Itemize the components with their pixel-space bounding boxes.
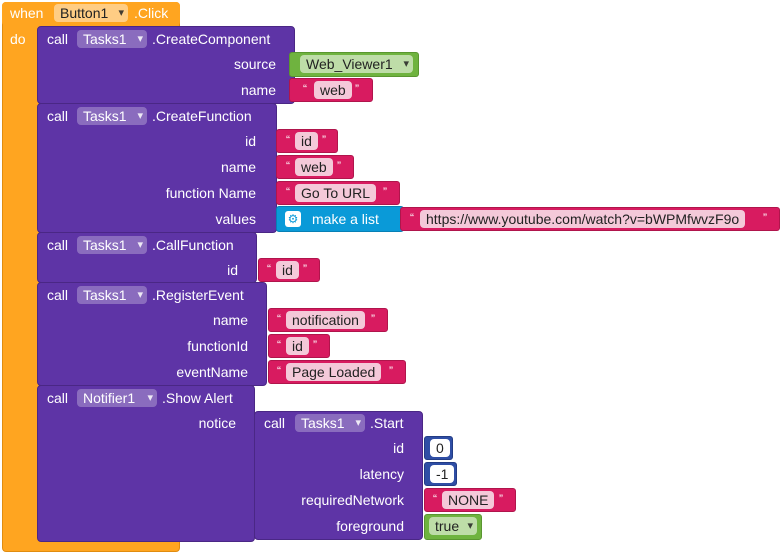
function-id-label: functionId [187, 338, 248, 354]
call-label: call [264, 415, 286, 431]
tasks1-dropdown[interactable]: Tasks1 [295, 414, 365, 432]
id-label: id [245, 133, 256, 149]
call-label: call [47, 108, 69, 124]
create-function-method: .CreateFunction [152, 108, 252, 124]
required-network-label: requiredNetwork [301, 492, 404, 508]
id-number-value[interactable]: 0 [430, 439, 450, 457]
button1-dropdown[interactable]: Button1 [54, 4, 128, 22]
call-label: call [47, 287, 69, 303]
quote-close: ” [337, 159, 341, 173]
quote-close: ” [313, 338, 317, 352]
when-label: when [10, 5, 44, 21]
go-to-url-text-value[interactable]: Go To URL [295, 184, 376, 202]
name-label: name [220, 159, 256, 175]
quote-open: “ [277, 338, 281, 352]
quote-close: ” [303, 262, 307, 276]
quote-open: “ [410, 211, 414, 225]
quote-close: ” [355, 82, 359, 96]
call-label: call [47, 390, 69, 406]
tasks1-dropdown[interactable]: Tasks1 [77, 236, 147, 254]
create-component-method: .CreateComponent [152, 31, 271, 47]
show-alert-method: .Show Alert [162, 390, 233, 406]
call-function-block[interactable] [37, 232, 257, 283]
notification-text-value[interactable]: notification [286, 311, 365, 329]
latency-label: latency [359, 466, 404, 482]
register-event-block[interactable] [37, 282, 267, 386]
quote-close: ” [499, 492, 503, 506]
notifier1-dropdown[interactable]: Notifier1 [77, 389, 157, 407]
function-id-text-value[interactable]: id [286, 337, 309, 355]
start-block[interactable] [254, 411, 423, 540]
tasks1-dropdown[interactable]: Tasks1 [77, 30, 147, 48]
quote-close: ” [763, 211, 767, 225]
notice-label: notice [198, 415, 236, 431]
network-text-value[interactable]: NONE [442, 491, 495, 509]
source-label: source [233, 56, 276, 72]
register-event-method: .RegisterEvent [152, 287, 244, 303]
page-loaded-text-value[interactable]: Page Loaded [286, 363, 382, 381]
foreground-label: foreground [336, 518, 404, 534]
call-function-method: .CallFunction [152, 237, 234, 253]
show-alert-block[interactable] [37, 385, 255, 542]
quote-open: “ [286, 133, 290, 147]
gear-icon[interactable]: ⚙ [285, 211, 301, 227]
id-text-value[interactable]: id [295, 132, 318, 150]
tasks1-dropdown[interactable]: Tasks1 [77, 286, 147, 304]
start-method: .Start [370, 415, 404, 431]
latency-number-value[interactable]: -1 [430, 465, 455, 483]
quote-open: “ [277, 312, 281, 326]
name-text-value[interactable]: web [314, 81, 352, 99]
id-label: id [227, 262, 238, 278]
do-label: do [10, 31, 26, 47]
quote-open: “ [277, 364, 281, 378]
click-event-label: .Click [134, 5, 169, 21]
call-label: call [47, 31, 69, 47]
name-label: name [212, 312, 248, 328]
tasks1-dropdown[interactable]: Tasks1 [77, 107, 147, 125]
quote-close: ” [371, 312, 375, 326]
true-dropdown[interactable]: true [429, 517, 477, 535]
values-label: values [215, 211, 256, 227]
quote-open: “ [286, 185, 290, 199]
quote-open: “ [433, 492, 437, 506]
quote-open: “ [303, 82, 307, 96]
web-text-value[interactable]: web [295, 158, 333, 176]
name-label: name [240, 82, 276, 98]
function-name-label: function Name [165, 185, 256, 201]
event-name-label: eventName [176, 364, 248, 380]
quote-close: ” [322, 133, 326, 147]
quote-close: ” [389, 364, 393, 378]
web-viewer-dropdown[interactable]: Web_Viewer1 [300, 55, 413, 73]
quote-open: “ [267, 262, 271, 276]
quote-open: “ [286, 159, 290, 173]
call-label: call [47, 237, 69, 253]
url-text-value[interactable]: https://www.youtube.com/watch?v=bWPMfwvz… [420, 210, 746, 228]
make-a-list-label: make a list [312, 211, 379, 227]
create-function-block[interactable] [37, 103, 277, 233]
quote-close: ” [383, 185, 387, 199]
call-id-text-value[interactable]: id [276, 261, 299, 279]
id-label: id [393, 440, 404, 456]
